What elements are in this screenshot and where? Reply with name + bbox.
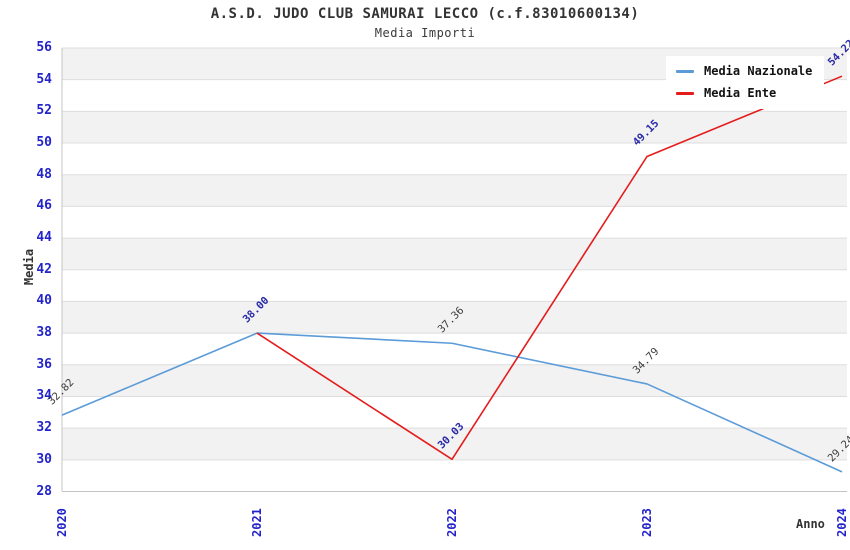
y-tick-label: 40	[36, 293, 52, 309]
x-tick-label: 2020	[55, 508, 69, 537]
y-tick-label: 32	[36, 420, 52, 436]
series-line-media-ente	[256, 75, 843, 461]
plot-band	[62, 301, 847, 334]
series-line-media-nazionale	[61, 332, 843, 473]
plot-band	[62, 174, 847, 207]
plot-band	[62, 143, 847, 175]
y-tick-label: 38	[36, 325, 52, 341]
plot-band	[62, 333, 847, 365]
legend-item-media-nazionale: Media Nazionale	[676, 64, 812, 78]
y-tick-label: 50	[36, 135, 52, 151]
plot-band	[62, 364, 847, 397]
plot-band	[62, 111, 847, 144]
x-tick-label: 2022	[445, 508, 459, 537]
y-tick-label: 54	[36, 71, 52, 87]
legend-label: Media Ente	[704, 86, 777, 100]
x-axis-title: Anno	[796, 517, 825, 531]
chart-subtitle: Media Importi	[374, 26, 476, 40]
y-tick-label: 36	[36, 356, 52, 372]
y-tick-label: 46	[36, 198, 52, 214]
plot-band	[62, 206, 847, 239]
y-tick-label: 56	[36, 40, 52, 55]
chart-title: A.S.D. JUDO CLUB SAMURAI LECCO (c.f.8301…	[210, 6, 640, 22]
plot-band	[62, 238, 847, 270]
line-marker-icon	[676, 91, 694, 95]
y-tick-label: 44	[36, 230, 52, 246]
plot-band	[62, 269, 847, 302]
x-tick-label: 2021	[250, 508, 264, 537]
line-marker-icon	[676, 69, 694, 73]
y-tick-label: 42	[36, 261, 52, 277]
y-tick-label: 34	[36, 388, 52, 404]
legend-label: Media Nazionale	[704, 64, 813, 78]
y-tick-label: 48	[36, 166, 52, 182]
legend-item-media-ente: Media Ente	[676, 86, 812, 100]
plot-band	[62, 396, 847, 429]
plot-band	[62, 459, 847, 492]
y-tick-label: 52	[36, 103, 52, 119]
y-tick-label: 28	[36, 483, 52, 499]
legend: Media Nazionale Media Ente	[666, 56, 825, 109]
y-tick-label: 30	[36, 451, 52, 467]
x-tick-label: 2023	[640, 508, 654, 537]
x-tick-label: 2024	[835, 508, 849, 537]
